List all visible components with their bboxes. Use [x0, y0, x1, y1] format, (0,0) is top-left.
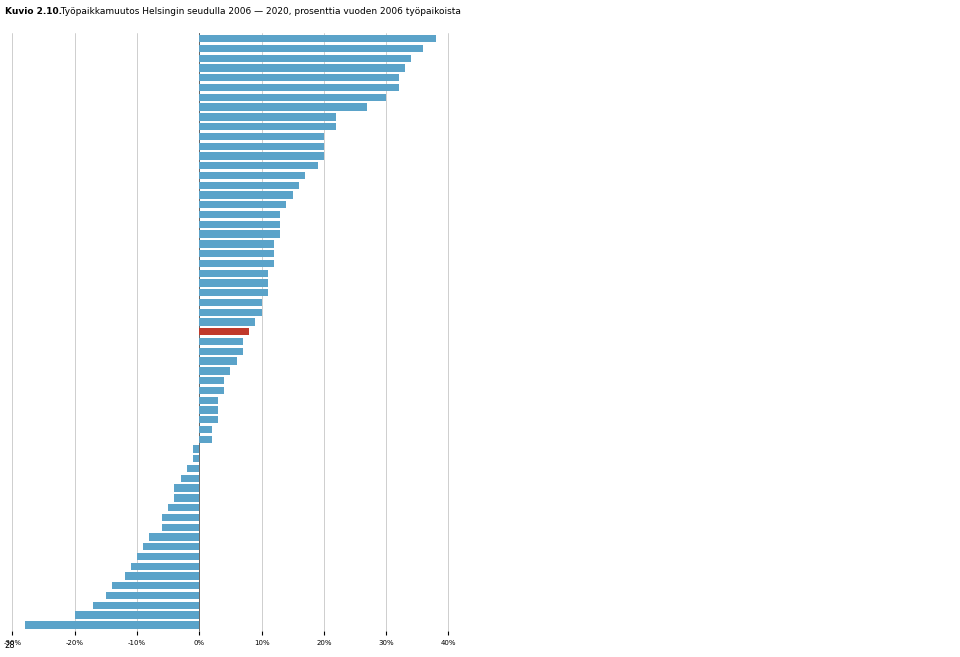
Bar	[180, 474, 200, 482]
Bar	[175, 484, 200, 491]
Bar	[106, 592, 200, 599]
Bar	[200, 309, 261, 316]
Bar	[200, 279, 268, 286]
Bar	[200, 191, 293, 198]
Bar	[200, 211, 280, 218]
Bar	[200, 123, 336, 130]
Bar	[193, 445, 200, 453]
Bar	[200, 436, 212, 443]
Bar	[200, 367, 230, 374]
Bar	[200, 94, 386, 101]
Text: Kuvio 2.10.: Kuvio 2.10.	[5, 7, 61, 16]
Bar	[162, 514, 200, 521]
Bar	[200, 338, 243, 345]
Bar	[200, 426, 212, 433]
Bar	[200, 84, 398, 91]
Bar	[200, 416, 218, 423]
Bar	[162, 524, 200, 531]
Bar	[200, 299, 261, 306]
Bar	[200, 55, 411, 62]
Bar	[168, 504, 200, 511]
Bar	[200, 406, 218, 414]
Bar	[200, 201, 286, 208]
Bar	[187, 465, 200, 472]
Bar	[200, 387, 225, 394]
Bar	[75, 612, 200, 619]
Bar	[112, 582, 200, 589]
Bar	[200, 377, 225, 384]
Bar	[200, 260, 274, 267]
Bar	[200, 357, 236, 365]
Bar	[200, 250, 274, 258]
Bar	[200, 289, 268, 296]
Bar	[25, 622, 200, 629]
Bar	[200, 328, 249, 336]
Bar	[150, 533, 200, 541]
Bar	[200, 269, 268, 277]
Bar	[143, 543, 200, 551]
Bar	[200, 64, 405, 72]
Bar	[200, 152, 324, 160]
Bar	[200, 45, 423, 52]
Text: Työpaikkamuutos Helsingin seudulla 2006 — 2020, prosenttia vuoden 2006 työpaikoi: Työpaikkamuutos Helsingin seudulla 2006 …	[55, 7, 461, 16]
Bar	[200, 113, 336, 120]
Bar	[131, 562, 200, 570]
Bar	[200, 103, 368, 111]
Bar	[200, 35, 436, 42]
Bar	[200, 348, 243, 355]
Bar	[200, 133, 324, 140]
Bar	[200, 162, 318, 170]
Bar	[200, 319, 255, 326]
Bar	[200, 181, 299, 189]
Bar	[200, 397, 218, 404]
Bar	[175, 494, 200, 501]
Bar	[200, 143, 324, 150]
Bar	[200, 221, 280, 228]
Bar	[93, 602, 200, 609]
Bar	[200, 74, 398, 81]
Bar	[137, 553, 200, 560]
Bar	[200, 231, 280, 238]
Bar	[200, 172, 305, 179]
Text: 28: 28	[5, 641, 15, 650]
Bar	[193, 455, 200, 463]
Bar	[125, 572, 200, 579]
Bar	[200, 240, 274, 248]
